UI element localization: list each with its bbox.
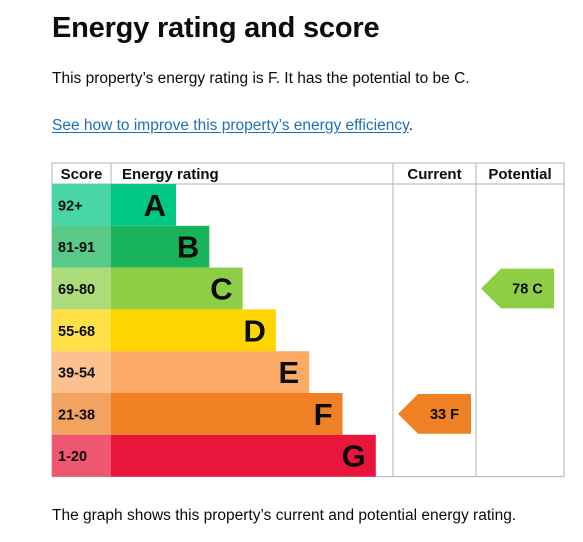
band-g-score-cell xyxy=(52,434,376,477)
header-current: Current xyxy=(407,166,461,183)
band-a-score-range: 92+ xyxy=(58,198,83,214)
graph-caption: The graph shows this property’s current … xyxy=(52,507,517,524)
band-f-score-range: 21-38 xyxy=(58,407,95,423)
band-a-score-tint xyxy=(52,184,111,226)
band-g-score-range: 1-20 xyxy=(58,449,87,465)
current-rating-label: 33 F xyxy=(430,407,459,423)
band-e-score-range: 39-54 xyxy=(58,366,95,382)
band-f-score-tint xyxy=(52,393,111,435)
band-d-score-range: 55-68 xyxy=(58,324,95,340)
band-b-letter: B xyxy=(177,230,199,265)
header-energy-rating: Energy rating xyxy=(122,166,219,183)
potential-rating-arrow xyxy=(481,268,554,309)
band-e-score-cell xyxy=(52,351,310,393)
band-c-score-tint xyxy=(52,267,111,310)
band-f-letter: F xyxy=(314,397,333,432)
band-c-score-cell xyxy=(52,267,243,310)
band-c-letter: C xyxy=(210,272,232,307)
band-a-letter: A xyxy=(144,188,166,223)
improve-link-line: See how to improve this property’s energ… xyxy=(52,117,413,135)
page-title: Energy rating and score xyxy=(52,12,380,44)
link-suffix: . xyxy=(408,117,413,134)
band-b-score-tint xyxy=(52,225,111,268)
improve-efficiency-link[interactable]: See how to improve this property’s energ… xyxy=(52,117,409,134)
band-e-letter: E xyxy=(279,355,300,390)
band-b-score-cell xyxy=(52,225,210,268)
potential-rating-label: 78 C xyxy=(512,282,543,298)
band-g-score-tint xyxy=(52,434,111,477)
band-e-score-tint xyxy=(52,351,111,393)
band-b-score-range: 81-91 xyxy=(58,240,95,256)
band-d-letter: D xyxy=(244,313,266,348)
band-d-score-cell xyxy=(52,309,276,352)
band-a-score-cell xyxy=(52,184,176,226)
header-potential: Potential xyxy=(488,166,551,183)
header-score: Score xyxy=(61,166,103,183)
band-g-letter: G xyxy=(342,439,366,474)
current-rating-arrow xyxy=(398,394,471,434)
band-d-score-tint xyxy=(52,309,111,352)
rating-summary: This property’s energy rating is F. It h… xyxy=(52,70,470,87)
band-c-score-range: 69-80 xyxy=(58,282,95,298)
band-f-score-cell xyxy=(52,393,343,435)
